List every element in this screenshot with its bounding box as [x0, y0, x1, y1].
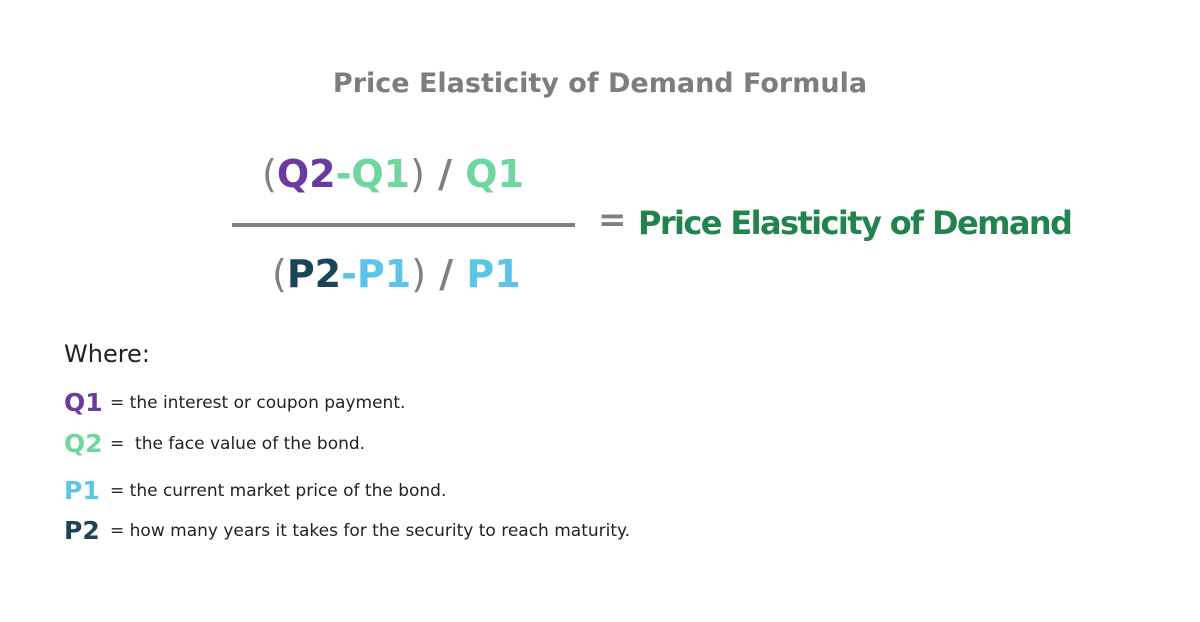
definition-symbol: Q2: [64, 429, 103, 458]
minus-sign: -: [341, 252, 357, 296]
result-label: Price Elasticity of Demand: [638, 204, 1073, 242]
symbol-q1: Q1: [465, 152, 525, 196]
definition-text: = the interest or coupon payment.: [110, 393, 406, 413]
minus-sign: -: [335, 152, 352, 196]
definition-item: P2 = how many years it takes for the secu…: [64, 516, 630, 545]
slash: /: [424, 152, 466, 196]
definition-text: = the current market price of the bond.: [110, 481, 447, 501]
definition-item: Q2 = the face value of the bond.: [64, 429, 365, 458]
definition-item: Q1 = the interest or coupon payment.: [64, 388, 405, 417]
definition-symbol: P1: [64, 476, 100, 505]
close-paren: ): [410, 152, 425, 196]
close-paren: ): [411, 252, 427, 296]
symbol-q2: Q2: [276, 152, 336, 196]
definition-item: P1 = the current market price of the bond…: [64, 476, 446, 505]
equals-sign: =: [598, 200, 627, 240]
numerator: (Q2-Q1) / Q1: [262, 152, 524, 196]
definition-symbol: Q1: [64, 388, 103, 417]
open-paren: (: [262, 152, 277, 196]
where-heading: Where:: [64, 340, 150, 368]
symbol-q1: Q1: [351, 152, 411, 196]
definition-text: = the face value of the bond.: [110, 434, 366, 454]
symbol-p2: P2: [286, 252, 342, 296]
denominator: (P2-P1) / P1: [272, 252, 521, 296]
open-paren: (: [272, 252, 287, 296]
symbol-p1: P1: [356, 252, 412, 296]
definition-symbol: P2: [64, 516, 100, 545]
diagram-title: Price Elasticity of Demand Formula: [332, 68, 868, 99]
fraction-bar: [232, 223, 575, 227]
symbol-p1: P1: [466, 252, 521, 296]
slash: /: [426, 252, 467, 296]
definition-text: = how many years it takes for the securi…: [110, 521, 631, 541]
